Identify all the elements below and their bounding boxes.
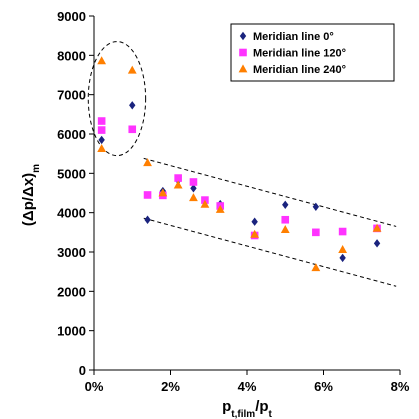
legend-item: Meridian line 120° xyxy=(239,48,346,60)
y-tick-label: 5000 xyxy=(57,166,86,181)
data-point-triangle xyxy=(338,245,348,254)
data-point-diamond xyxy=(251,217,258,226)
trend-bound-line xyxy=(143,217,397,287)
data-point-square xyxy=(128,125,137,134)
data-point-triangle xyxy=(173,180,183,189)
data-point-diamond xyxy=(98,135,105,145)
data-point-diamond xyxy=(190,184,197,193)
data-point-triangle xyxy=(143,158,152,167)
data-point-diamond xyxy=(373,239,381,248)
y-tick-label: 4000 xyxy=(57,206,86,221)
legend-label: Meridian line 240° xyxy=(253,64,346,76)
legend-marker-triangle xyxy=(238,64,248,73)
data-point-triangle xyxy=(189,193,198,202)
y-axis-title-subscript: m xyxy=(31,164,42,173)
series-triangle xyxy=(97,56,382,272)
data-point-diamond xyxy=(129,101,136,110)
y-axis-title-main: (Δp/Δx) xyxy=(20,173,37,226)
series-diamond xyxy=(98,101,381,263)
data-point-triangle xyxy=(280,224,290,233)
data-point-square xyxy=(189,178,198,186)
legend-label: Meridian line 0° xyxy=(253,31,334,43)
x-axis-title-divisor: /p xyxy=(255,398,268,415)
legend-marker-square xyxy=(239,48,247,57)
data-point-square xyxy=(312,228,320,237)
cluster-ellipse xyxy=(87,41,147,157)
data-points xyxy=(97,56,382,272)
x-axis-title-main: p xyxy=(222,398,231,415)
trend-bound-line xyxy=(143,157,397,227)
data-point-triangle xyxy=(158,188,168,197)
data-point-triangle xyxy=(311,263,321,272)
legend-item: Meridian line 0° xyxy=(239,31,334,43)
annotations xyxy=(87,41,397,287)
data-point-triangle xyxy=(200,199,210,208)
y-tick-label: 3000 xyxy=(57,245,86,260)
x-tick-label: 4% xyxy=(238,379,257,394)
x-tick-label: 8% xyxy=(391,379,410,394)
data-point-square xyxy=(281,215,290,224)
data-point-square xyxy=(338,227,347,236)
data-point-triangle xyxy=(215,204,225,213)
x-axis-title-subscript: t xyxy=(269,409,273,419)
data-point-triangle xyxy=(97,56,107,65)
x-tick-label: 2% xyxy=(161,379,180,394)
data-point-diamond xyxy=(339,253,346,263)
x-axis-title-subscript: t,film xyxy=(231,409,255,419)
legend: Meridian line 0° Meridian line 120° Meridi… xyxy=(230,23,395,82)
data-point-triangle xyxy=(372,223,382,232)
legend-marker-diamond xyxy=(239,31,247,41)
data-point-diamond xyxy=(144,215,151,224)
x-tick-label: 6% xyxy=(314,379,333,394)
series-square xyxy=(97,117,381,240)
data-point-diamond xyxy=(282,200,289,209)
y-axis-title: (Δp/Δx)m xyxy=(20,164,42,226)
x-tick-label: 0% xyxy=(85,379,104,394)
data-point-triangle xyxy=(97,143,107,152)
y-tick-label: 2000 xyxy=(57,284,86,299)
y-tick-label: 9000 xyxy=(57,9,86,24)
y-tick-label: 7000 xyxy=(57,88,86,103)
legend-box xyxy=(230,23,395,82)
legend-label: Meridian line 120° xyxy=(253,48,346,60)
data-point-square xyxy=(97,117,106,125)
y-tick-label: 6000 xyxy=(57,127,86,142)
data-point-square xyxy=(143,191,152,199)
axes: 0 1000 2000 3000 4000 5000 6000 7000 8000 9000 0% 2… xyxy=(57,9,410,394)
y-tick-label: 1000 xyxy=(57,324,86,339)
data-point-triangle xyxy=(127,65,137,74)
x-axis-title: pt,film/pt xyxy=(222,398,272,419)
y-tick-label: 0 xyxy=(79,363,86,378)
legend-item: Meridian line 240° xyxy=(238,64,346,76)
data-point-square xyxy=(97,126,106,134)
data-point-triangle xyxy=(250,229,260,238)
data-point-square xyxy=(174,174,182,182)
data-point-diamond xyxy=(312,202,320,211)
y-tick-label: 8000 xyxy=(57,48,86,63)
